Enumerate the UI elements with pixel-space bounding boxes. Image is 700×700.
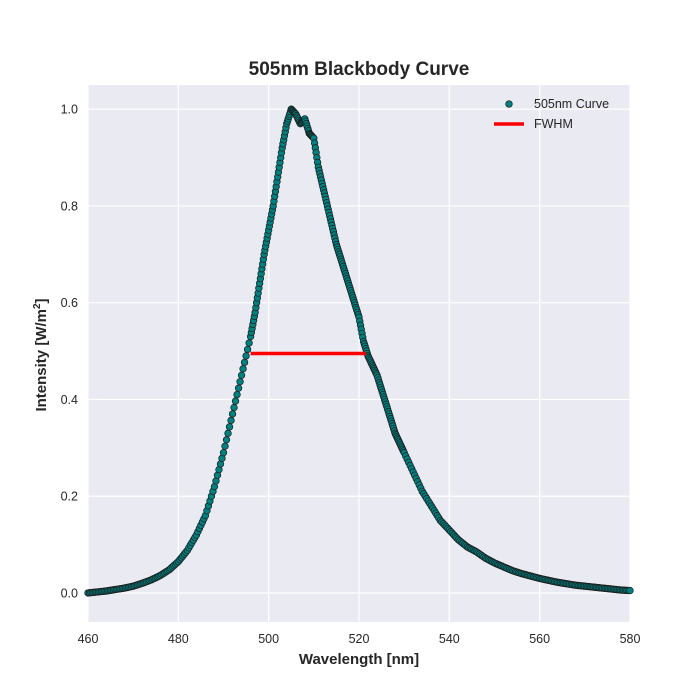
y-axis-label-superscript: 2 [32, 303, 43, 309]
data-point [239, 365, 247, 373]
legend-label-fwhm: FWHM [534, 117, 573, 131]
data-point [228, 410, 237, 418]
y-tick-label: 1.0 [61, 103, 78, 117]
data-point [233, 390, 241, 399]
x-tick-label: 560 [529, 632, 550, 646]
legend-marker-505nm-curve [505, 100, 513, 108]
y-tick-label: 0.0 [61, 586, 78, 600]
series-505nm-curve [84, 105, 634, 597]
y-tick-label: 0.4 [61, 393, 78, 407]
data-point [234, 384, 243, 392]
y-axis-label-close: ] [33, 298, 50, 303]
data-point [240, 358, 249, 367]
x-tick-label: 500 [258, 632, 279, 646]
x-tick-label: 460 [78, 632, 99, 646]
data-point [230, 403, 238, 412]
legend-label-505nm-curve: 505nm Curve [534, 97, 609, 111]
chart-title: 505nm Blackbody Curve [249, 59, 470, 80]
data-point [222, 436, 231, 444]
data-point [227, 416, 235, 425]
tick-labels: 460 480 500 520 540 560 580 0.0 0.2 0.4 0.6 0.8 1.0 [61, 103, 641, 646]
x-tick-label: 540 [439, 632, 460, 646]
data-point [221, 442, 229, 450]
y-axis-label: Intensity [W/m2] [32, 298, 50, 411]
data-point [231, 397, 240, 405]
legend: 505nm Curve FWHM [494, 97, 609, 131]
x-axis-label: Wavelength [nm] [299, 651, 419, 668]
y-tick-label: 0.2 [61, 490, 78, 504]
data-point [242, 352, 250, 360]
data-point [225, 423, 234, 431]
x-tick-label: 580 [620, 632, 641, 646]
data-point [243, 345, 252, 354]
y-tick-label: 0.8 [61, 199, 78, 213]
data-point [237, 371, 246, 379]
data-point [245, 339, 253, 347]
data-point [626, 586, 634, 595]
x-tick-label: 520 [349, 632, 370, 646]
data-point [219, 449, 228, 457]
data-point [236, 378, 244, 386]
x-tick-label: 480 [168, 632, 189, 646]
y-tick-label: 0.6 [61, 296, 78, 310]
y-axis-label-main: Intensity [W/m [33, 309, 50, 412]
data-point [224, 429, 232, 437]
